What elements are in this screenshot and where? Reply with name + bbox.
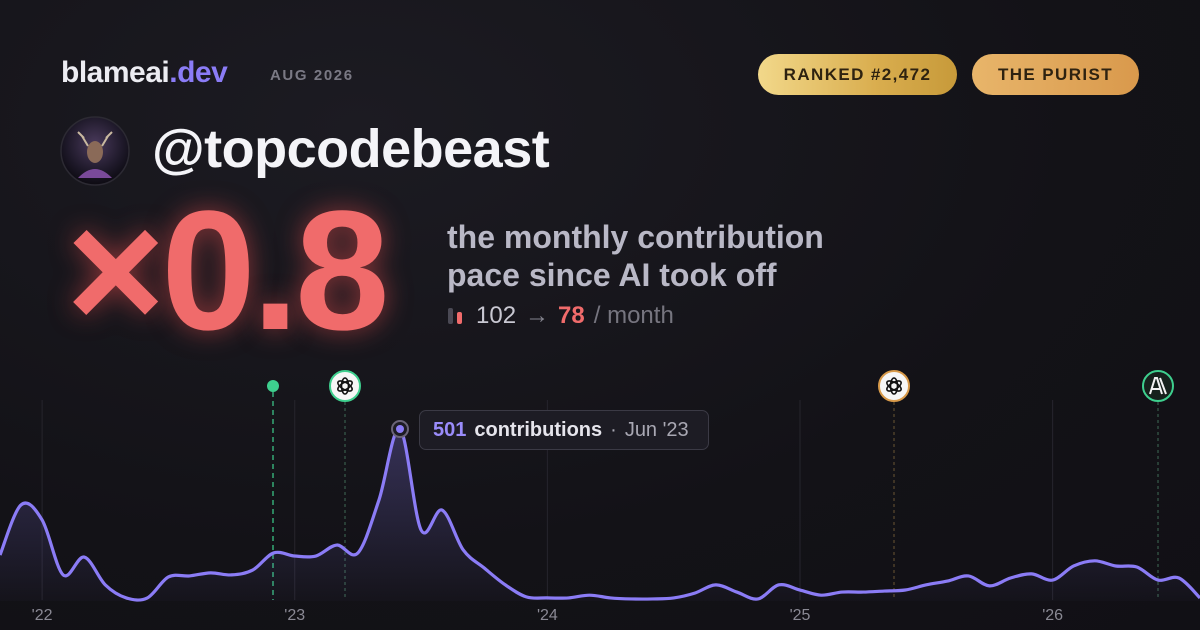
openai-logo — [337, 377, 353, 395]
after-value: 78 — [558, 302, 585, 329]
handle: @topcodebeast — [152, 119, 550, 179]
x-tick-label: '23 — [284, 607, 305, 624]
brand: blameai.dev — [61, 56, 228, 90]
stats: 102 → 78 / month — [447, 302, 674, 330]
openai-logo — [886, 377, 902, 395]
event-dot — [267, 380, 279, 392]
x-tick-label: '25 — [790, 607, 811, 624]
x-tick-label: '24 — [537, 607, 558, 624]
event-icon — [329, 370, 361, 402]
tooltip: 501 contributions · Jun '23 — [419, 410, 709, 450]
event-icon — [1142, 370, 1174, 402]
avatar — [60, 116, 130, 186]
event-icon — [878, 370, 910, 402]
description: the monthly contribution pace since AI t… — [447, 219, 824, 293]
tooltip-separator: · — [610, 418, 617, 441]
line — [0, 427, 1200, 602]
stats-icon — [448, 308, 462, 324]
x-tick-label: '22 — [32, 607, 53, 624]
tooltip-label: contributions — [474, 418, 603, 441]
tooltip-date: Jun '23 — [624, 418, 689, 441]
highlight-dot — [396, 424, 404, 433]
brand-name: blameai — [61, 56, 170, 89]
tooltip-value: 501 — [433, 418, 467, 441]
multiplier: ×0.8 — [66, 176, 390, 366]
before-value: 102 — [476, 302, 517, 329]
date: AUG 2026 — [270, 67, 354, 84]
unit: / month — [593, 302, 674, 329]
anthropic-logo — [1149, 377, 1167, 395]
brand-suffix: .dev — [169, 56, 228, 89]
type-badge: THE PURIST — [972, 54, 1139, 95]
arrow: → — [525, 302, 550, 329]
rank-badge: RANKED #2,472 — [758, 54, 957, 95]
x-tick-label: '26 — [1042, 607, 1063, 624]
